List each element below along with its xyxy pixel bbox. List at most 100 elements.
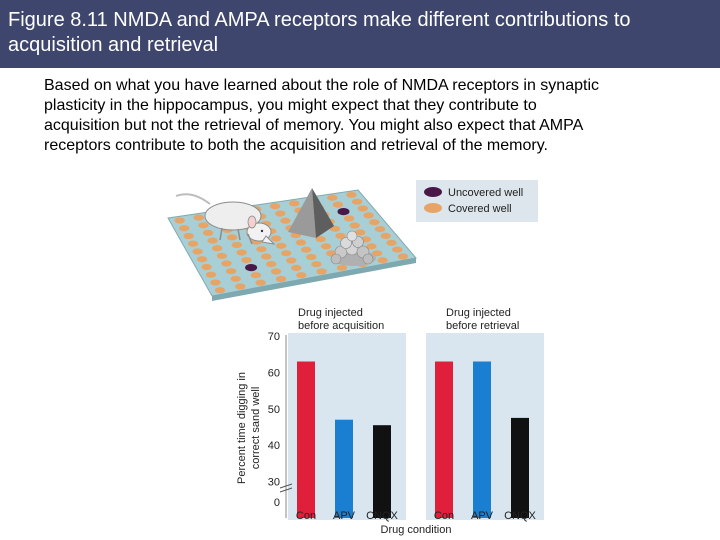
- covered-well: [336, 264, 348, 271]
- covered-well: [371, 250, 383, 257]
- x-tick-label: CNQX: [366, 510, 398, 522]
- arena-illustration: [167, 188, 417, 301]
- covered-well: [216, 252, 228, 259]
- covered-well: [366, 243, 377, 250]
- covered-well: [275, 275, 287, 283]
- x-axis-tick-labels: Con APV CNQX Con APV CNQX: [296, 510, 537, 522]
- legend-label-covered: Covered well: [448, 203, 512, 215]
- covered-well: [300, 246, 312, 253]
- well-legend: Uncovered well Covered well: [416, 180, 538, 222]
- covered-well: [198, 222, 209, 229]
- covered-well: [210, 279, 221, 286]
- covered-well: [201, 263, 212, 271]
- covered-well: [212, 245, 223, 252]
- x-tick-label: CNQX: [504, 510, 536, 522]
- covered-well: [183, 232, 194, 240]
- bar-cnqx-acquisition: [373, 425, 391, 518]
- body-line-4: receptors contribute to both the acquisi…: [44, 137, 548, 154]
- covered-well: [349, 222, 360, 229]
- x-tick-label: APV: [471, 510, 494, 522]
- covered-well: [187, 240, 199, 247]
- pebble-pile-landmark: [330, 230, 376, 266]
- covered-well: [329, 225, 341, 232]
- x-tick-label: Con: [296, 510, 316, 522]
- slide-title-line-1: Figure 8.11 NMDA and AMPA receptors make…: [8, 9, 631, 31]
- y-tick-label: 0: [274, 497, 280, 509]
- y-axis-label-line-1: Percent time digging in: [236, 372, 248, 484]
- body-line-3: acquisition but not the retrieval of mem…: [44, 117, 584, 134]
- covered-well: [351, 198, 363, 205]
- covered-well: [281, 250, 292, 257]
- covered-well: [196, 256, 208, 263]
- covered-well: [377, 257, 388, 264]
- covered-well: [296, 272, 307, 279]
- x-tick-label: APV: [333, 510, 356, 522]
- covered-well: [266, 261, 277, 268]
- covered-well: [306, 253, 317, 261]
- covered-well: [275, 210, 286, 217]
- covered-well: [295, 239, 307, 246]
- covered-well: [231, 241, 243, 249]
- covered-well: [280, 217, 291, 224]
- covered-well: [343, 215, 355, 222]
- covered-well: [357, 205, 368, 212]
- chart-bars: [297, 361, 529, 518]
- covered-well: [369, 219, 380, 226]
- bar-con-retrieval: [435, 361, 453, 518]
- covered-well: [174, 217, 185, 224]
- legend-label-uncovered: Uncovered well: [448, 187, 523, 199]
- covered-well: [386, 239, 397, 246]
- covered-well: [192, 248, 203, 255]
- bar-charts: Drug injected before acquisition Drug in…: [236, 307, 544, 536]
- covered-well: [320, 243, 332, 250]
- covered-well: [380, 232, 391, 239]
- covered-well: [374, 226, 386, 233]
- bar-con-acquisition: [297, 361, 315, 518]
- bar-apv-retrieval: [473, 361, 491, 518]
- covered-well: [392, 246, 403, 253]
- covered-well: [230, 275, 241, 282]
- covered-well: [256, 246, 267, 253]
- uncovered-well: [337, 208, 350, 216]
- covered-well: [289, 200, 300, 207]
- covered-well: [335, 232, 346, 239]
- covered-well: [397, 253, 409, 260]
- y-tick-label: 60: [268, 367, 280, 379]
- y-axis-ticks: 0 30 40 50 60 70: [268, 331, 280, 509]
- x-tick-label: Con: [434, 510, 454, 522]
- covered-well: [311, 261, 322, 268]
- slide-body-text: Based on what you have learned about the…: [44, 76, 714, 156]
- covered-well: [207, 237, 218, 244]
- uncovered-well: [245, 264, 258, 272]
- arena-plate-edge: [212, 258, 416, 301]
- chart-title-retrieval-line-2: before retrieval: [446, 320, 519, 332]
- covered-well: [315, 236, 326, 243]
- legend-box: [416, 180, 538, 222]
- covered-well: [355, 229, 366, 236]
- covered-well: [225, 268, 237, 275]
- covered-well: [316, 268, 327, 275]
- covered-well: [235, 283, 246, 290]
- covered-well: [226, 234, 238, 241]
- legend-swatch-covered: [424, 203, 442, 213]
- covered-well: [193, 214, 204, 221]
- slide-title: Figure 8.11 NMDA and AMPA receptors make…: [0, 0, 720, 68]
- covered-well: [363, 212, 374, 219]
- chart-title-retrieval-line-1: Drug injected: [446, 307, 511, 319]
- y-tick-label: 30: [268, 477, 280, 489]
- covered-well: [270, 268, 282, 275]
- pyramid-landmark: [288, 188, 334, 238]
- bar-apv-acquisition: [335, 419, 353, 518]
- covered-well: [332, 201, 344, 208]
- covered-well: [179, 225, 190, 232]
- y-axis-break: [279, 483, 293, 493]
- covered-well: [250, 272, 262, 279]
- rat-illustration: [175, 193, 276, 245]
- body-line-1: Based on what you have learned about the…: [44, 77, 599, 94]
- covered-well: [269, 203, 281, 210]
- covered-well: [214, 287, 226, 294]
- covered-well: [286, 257, 297, 264]
- covered-well: [270, 235, 282, 242]
- y-tick-label: 50: [268, 404, 280, 416]
